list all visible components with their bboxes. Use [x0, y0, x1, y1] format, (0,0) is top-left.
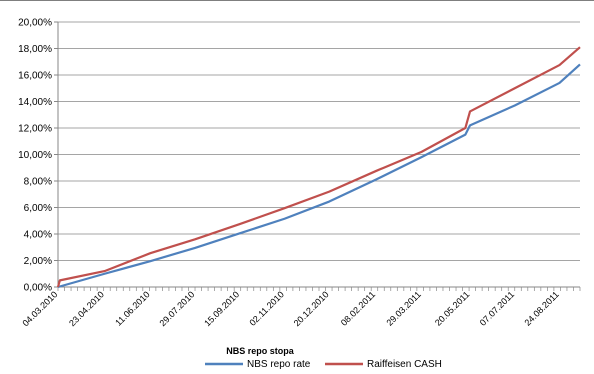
x-tick-label: 20.05.2011	[433, 289, 471, 327]
x-tick-label: 23.04.2010	[67, 289, 106, 328]
y-tick-label: 16,00%	[18, 71, 52, 82]
legend-label-raiffeisen-cash: Raiffeisen CASH	[367, 359, 442, 370]
x-tick-label: 07.07.2011	[478, 289, 516, 327]
series-line-raiffeisen-cash	[56, 46, 581, 288]
chart-title: NBS repo stopa	[226, 346, 295, 356]
y-tick-label: 8,00%	[24, 177, 52, 188]
y-tick-labels: 0,00% 2,00% 4,00% 6,00% 8,00% 10,00% 12,00% 14,…	[18, 18, 52, 294]
x-tick-label: 29.03.2011	[384, 289, 422, 327]
x-tick-label: 08.02.2011	[339, 289, 377, 327]
x-tick-label: 11.06.2010	[113, 289, 151, 327]
x-tick-label: 04.03.2010	[20, 289, 59, 328]
x-tick-label: 02.11.2010	[247, 289, 285, 327]
x-tick-label: 24.08.2011	[522, 289, 560, 327]
legend-label-nbs-repo-rate: NBS repo rate	[247, 359, 311, 370]
axes	[54, 21, 581, 291]
y-tick-label: 10,00%	[18, 150, 52, 161]
x-tick-label: 20.12.2010	[292, 289, 331, 328]
y-tick-label: 4,00%	[24, 230, 52, 241]
legend: NBS repo rate Raiffeisen CASH	[205, 359, 442, 370]
y-tick-label: 14,00%	[18, 97, 52, 108]
x-tick-label: 15.09.2010	[202, 289, 241, 328]
y-tick-label: 0,00%	[24, 283, 52, 294]
y-tick-label: 2,00%	[24, 256, 52, 267]
series-lines	[56, 46, 581, 289]
y-tick-label: 20,00%	[18, 18, 52, 29]
gridlines	[58, 21, 580, 261]
y-tick-label: 12,00%	[18, 124, 52, 135]
y-tick-label: 18,00%	[18, 44, 52, 55]
y-tick-label: 6,00%	[24, 203, 52, 214]
series-line-nbs-repo-rate	[57, 63, 581, 289]
x-tick-labels: 04.03.2010 23.04.2010 11.06.2010 29.07.2010…	[20, 289, 560, 328]
x-tick-label: 29.07.2010	[158, 289, 197, 328]
